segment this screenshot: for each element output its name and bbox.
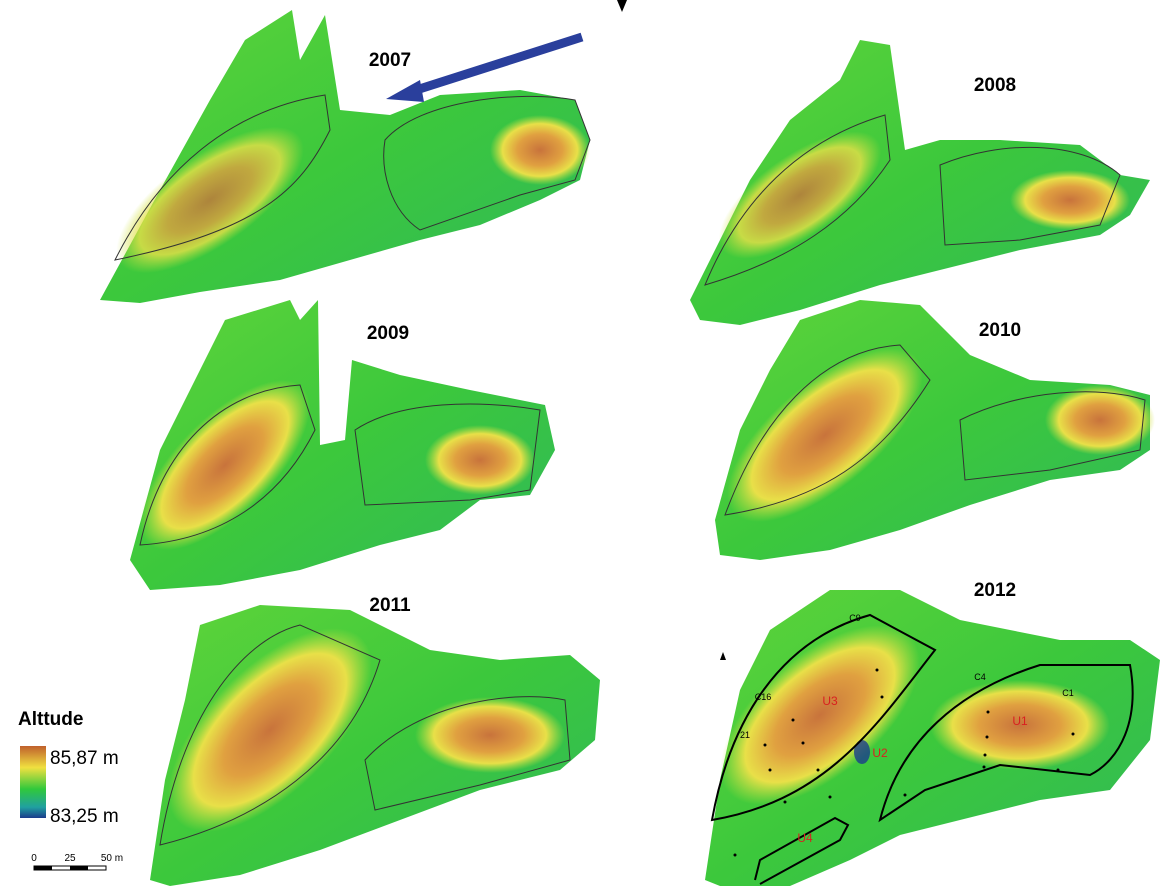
year-label: 2010 <box>979 320 1021 341</box>
scale-label: 0 <box>31 853 37 864</box>
year-label: 2007 <box>369 50 411 71</box>
panel-2009: 2009 <box>113 300 555 590</box>
point-label: C1 <box>1062 688 1074 698</box>
legend-title: Alttude <box>18 709 83 730</box>
point-label: C9 <box>849 613 861 623</box>
color-bar <box>20 746 46 818</box>
legend: Alttude 85,87 m 83,25 m <box>18 709 119 827</box>
arrow <box>410 37 582 92</box>
panel-2012: 2012 U3 U2 U1 U4 C9 C16 21 C4 C1 <box>690 580 1160 886</box>
year-label: 2008 <box>974 75 1016 96</box>
scale-bar: 0 25 50 m <box>31 853 123 870</box>
legend-min: 83,25 m <box>50 806 119 827</box>
panel-2011: 2011 <box>134 594 600 886</box>
figure: 2007 2008 2009 2010 2011 <box>0 0 1163 886</box>
scale-label: 50 m <box>101 853 123 864</box>
year-label: 2009 <box>367 323 409 344</box>
unit-label: U2 <box>872 746 888 760</box>
panel-2008: 2008 <box>690 40 1150 325</box>
unit-label: U3 <box>822 694 838 708</box>
year-label: 2012 <box>974 580 1016 601</box>
point-label: 21 <box>740 730 750 740</box>
legend-max: 85,87 m <box>50 748 119 769</box>
arrow-head <box>617 0 627 12</box>
point-label: C4 <box>974 672 986 682</box>
scale-label: 25 <box>64 853 76 864</box>
panel-2007: 2007 <box>94 0 627 303</box>
year-label: 2011 <box>369 595 411 616</box>
point-label: C16 <box>755 692 772 702</box>
arrow-head <box>386 80 424 102</box>
north-mark <box>720 652 726 660</box>
unit-label: U1 <box>1012 714 1028 728</box>
panel-2010: 2010 <box>700 300 1155 560</box>
unit-label: U4 <box>797 831 813 845</box>
